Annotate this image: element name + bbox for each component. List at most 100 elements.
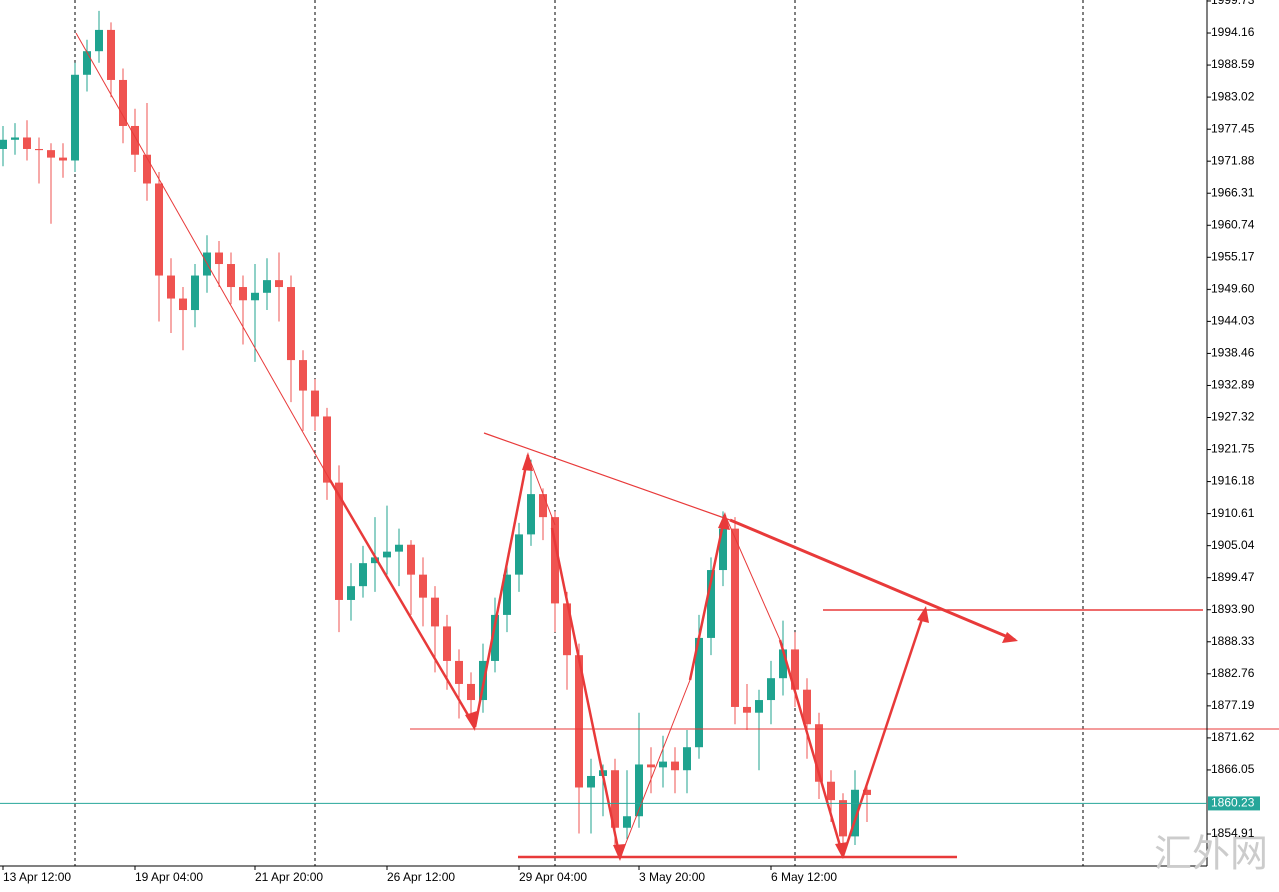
candle-body — [179, 298, 187, 311]
candle-body — [35, 148, 43, 151]
y-tick-label: 1927.32 — [1211, 410, 1255, 424]
x-tick-label: 29 Apr 04:00 — [519, 870, 587, 884]
candle-body — [647, 764, 655, 768]
candle-body — [419, 574, 427, 598]
candle-body — [359, 563, 367, 587]
candle-body — [575, 655, 583, 788]
arrowhead — [613, 844, 626, 861]
candle-body — [467, 683, 475, 701]
x-tick-label: 13 Apr 12:00 — [3, 870, 71, 884]
x-tick-label: 6 May 12:00 — [771, 870, 837, 884]
candle-body — [635, 764, 643, 817]
candle-body — [623, 816, 631, 828]
y-tick-label: 1899.47 — [1211, 570, 1255, 584]
candle-body — [287, 287, 295, 361]
y-tick-label: 1983.02 — [1211, 89, 1255, 103]
candle-body — [167, 275, 175, 299]
candle-body — [767, 678, 775, 701]
y-tick-label: 1960.74 — [1211, 217, 1255, 231]
y-tick-label: 1971.88 — [1211, 153, 1255, 167]
candle-body — [407, 544, 415, 575]
y-tick-label: 1932.89 — [1211, 378, 1255, 392]
arrowhead — [835, 842, 848, 859]
arrow — [328, 479, 477, 728]
candle-body — [827, 781, 835, 801]
candle-body — [515, 534, 523, 575]
arrowhead — [522, 452, 533, 471]
candle-body — [743, 706, 751, 713]
candle-body — [611, 770, 619, 828]
candle-body — [659, 761, 667, 768]
candle-body — [551, 517, 559, 604]
x-tick-label: 21 Apr 20:00 — [255, 870, 323, 884]
candle-body — [563, 603, 571, 656]
candle-body — [131, 125, 139, 155]
candle-body — [323, 416, 331, 483]
candle-body — [107, 29, 115, 80]
y-tick-label: 1871.62 — [1211, 730, 1255, 744]
candle-body — [839, 800, 847, 837]
candle-body — [191, 275, 199, 311]
candle-body — [251, 292, 259, 301]
arrow — [473, 454, 530, 728]
candle-body — [527, 494, 535, 535]
candle-body — [779, 649, 787, 679]
arrow — [778, 639, 845, 857]
y-tick-label: 1966.31 — [1211, 185, 1255, 199]
candle-body — [11, 137, 19, 140]
arrow — [550, 527, 622, 859]
trend-line — [724, 514, 781, 641]
arrowhead — [718, 512, 730, 530]
candle-body — [443, 626, 451, 661]
y-tick-label: 1988.59 — [1211, 57, 1255, 71]
candle-body — [119, 79, 127, 126]
separators — [74, 0, 1084, 866]
candle-body — [47, 150, 55, 158]
candle-body — [299, 360, 307, 391]
candle-body — [851, 789, 859, 837]
candle-body — [347, 586, 355, 600]
candle-body — [83, 51, 91, 75]
x-tick-label: 3 May 20:00 — [639, 870, 705, 884]
current-price-label: 1860.23 — [1211, 796, 1255, 810]
trend-line — [483, 432, 731, 521]
candle-body — [503, 574, 511, 615]
y-tick-label: 1916.18 — [1211, 474, 1255, 488]
candle-body — [227, 264, 235, 288]
y-tick-label: 1866.05 — [1211, 762, 1255, 776]
candle-body — [695, 637, 703, 748]
x-tick-label: 19 Apr 04:00 — [135, 870, 203, 884]
candle-body — [683, 747, 691, 771]
y-tick-label: 1893.90 — [1211, 602, 1255, 616]
candle-body — [71, 74, 79, 161]
y-tick-label: 1977.45 — [1211, 121, 1255, 135]
candle-body — [155, 183, 163, 276]
arrowhead — [465, 711, 477, 731]
arrow — [729, 518, 1016, 642]
candle-body — [263, 280, 271, 293]
candle-body — [95, 29, 103, 52]
current-price-box — [1208, 796, 1260, 811]
watermark: 汇外网 — [1154, 832, 1268, 876]
candle-body — [815, 724, 823, 782]
candle-body — [275, 280, 283, 288]
y-tick-label: 1910.61 — [1211, 506, 1255, 520]
candle-body — [383, 551, 391, 558]
candle-body — [791, 649, 799, 690]
trend-line — [75, 32, 331, 481]
y-tick-label: 1949.60 — [1211, 282, 1255, 296]
candle-body — [719, 528, 727, 571]
y-tick-label: 1854.91 — [1211, 826, 1255, 840]
annotations — [75, 32, 1279, 861]
candle-body — [491, 614, 499, 661]
candle-body — [455, 660, 463, 684]
candle-body — [731, 528, 739, 707]
candle-body — [239, 287, 247, 301]
candle-body — [215, 252, 223, 265]
candle-body — [23, 137, 31, 149]
x-tick-label: 26 Apr 12:00 — [387, 870, 455, 884]
candle-body — [539, 494, 547, 518]
trend-line — [527, 454, 556, 526]
candle-body — [587, 775, 595, 788]
